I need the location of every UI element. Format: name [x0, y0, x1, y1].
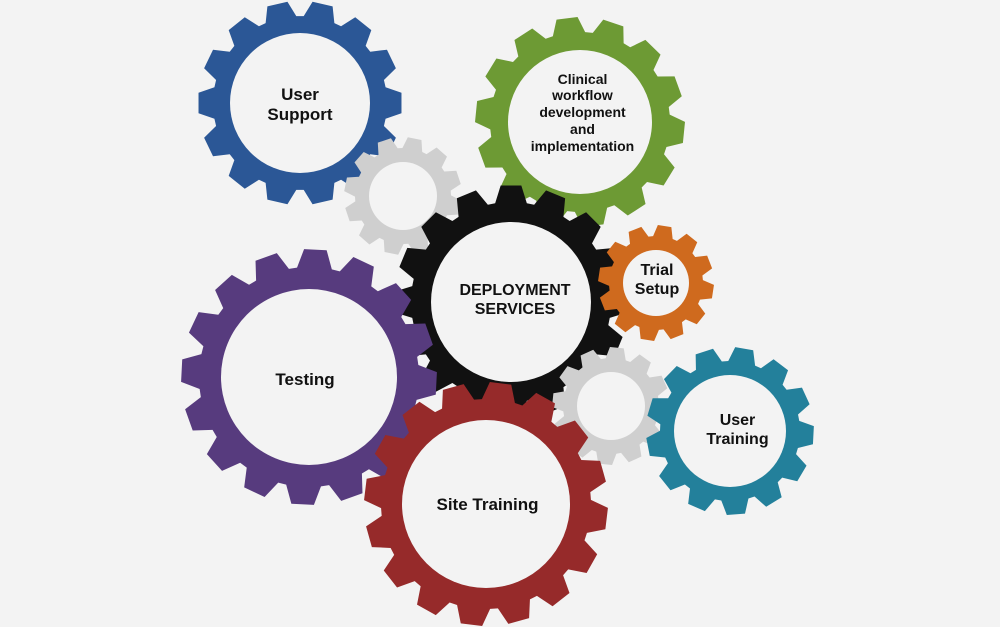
- clinical-workflow-gear: [475, 17, 685, 227]
- site-training-gear: [364, 382, 608, 626]
- site-training-gear-center: [402, 420, 570, 588]
- clinical-workflow-gear-center: [508, 50, 652, 194]
- deployment-services-gear-center: [431, 222, 591, 382]
- deco-top-gear-center: [369, 162, 437, 230]
- deployment-services-gear: [394, 185, 628, 419]
- user-support-gear-center: [230, 33, 370, 173]
- user-training-gear: [646, 347, 814, 515]
- user-support-gear: [198, 1, 402, 205]
- testing-gear-center: [221, 289, 397, 465]
- trial-setup-gear: [598, 225, 714, 341]
- deco-bottom-gear-center: [577, 372, 645, 440]
- trial-setup-gear-center: [623, 250, 689, 316]
- testing-gear: [181, 249, 437, 505]
- user-training-gear-center: [674, 375, 786, 487]
